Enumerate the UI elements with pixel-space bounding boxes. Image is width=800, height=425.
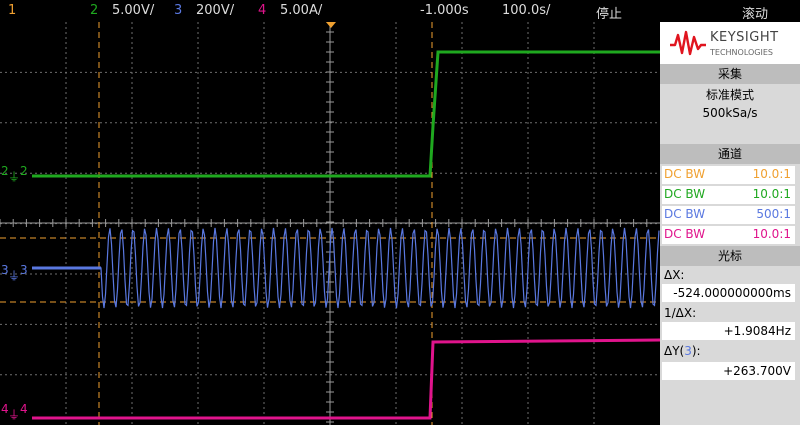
cursors-header[interactable]: 光标 <box>660 246 800 266</box>
run-state[interactable]: 停止 <box>596 7 623 22</box>
ch2-scale[interactable]: 5.00V/ <box>112 3 155 18</box>
inverse-delta-x-label: 1/ΔX: <box>664 306 697 320</box>
delta-y-suffix: ): <box>691 344 701 358</box>
ch4-label: 4 <box>20 402 28 416</box>
ch3-trace <box>32 227 660 309</box>
ch2-ground-icon: ⏚ <box>8 170 21 184</box>
ch4-indicator[interactable]: 4 <box>258 3 267 18</box>
waveform-display[interactable]: 2 ⏚ 2 3 ⏚ 3 4 ⏚ 4 <box>0 22 660 425</box>
delta-y-channel: 3 <box>684 344 692 358</box>
brand-name: KEYSIGHT <box>710 30 779 45</box>
ch2-indicator[interactable]: 2 <box>90 3 99 18</box>
ch3-label: 3 <box>20 263 28 277</box>
ch2-label: 2 <box>20 164 28 178</box>
delta-y-label: ΔY(3): <box>664 344 701 358</box>
ch4-trace <box>32 338 660 420</box>
channel-probe: 10.0:1 <box>752 187 791 201</box>
ch3-ground-marker[interactable]: 3 <box>1 263 9 277</box>
brand-sub: TECHNOLOGIES <box>710 48 773 57</box>
channel-probe: 500:1 <box>756 207 791 221</box>
delta-y-prefix: ΔY( <box>664 344 685 358</box>
trigger-position-marker <box>326 22 336 28</box>
ch3-indicator[interactable]: 3 <box>174 3 183 18</box>
acquisition-mode-value: 标准模式 <box>705 88 754 102</box>
channel-probe: 10.0:1 <box>752 167 791 181</box>
ch4-ground-icon: ⏚ <box>8 408 21 422</box>
channel-coupling: DC BW <box>664 207 706 221</box>
channel-probe: 10.0:1 <box>752 227 791 241</box>
acquisition-mode[interactable]: 滚动 <box>742 7 769 22</box>
delta-x-label: ΔX: <box>664 268 685 282</box>
channel-coupling: DC BW <box>664 187 706 201</box>
ch3-ground-icon: ⏚ <box>8 269 21 283</box>
keysight-wave-icon <box>670 30 706 56</box>
time-offset[interactable]: -1.000s <box>420 3 469 18</box>
channel-coupling: DC BW <box>664 167 706 181</box>
ch2-ground-marker[interactable]: 2 <box>1 164 9 178</box>
ch4-ground-marker[interactable]: 4 <box>1 402 9 416</box>
waveform-canvas <box>0 22 660 425</box>
ch2-trace <box>32 50 660 178</box>
inverse-delta-x-value: +1.9084Hz <box>662 322 795 340</box>
ch4-scale[interactable]: 5.00A/ <box>280 3 323 18</box>
ch3-scale[interactable]: 200V/ <box>196 3 235 18</box>
keysight-logo: KEYSIGHT TECHNOLOGIES <box>660 22 800 64</box>
delta-x-value: -524.000000000ms <box>662 284 795 302</box>
channel-coupling: DC BW <box>664 227 706 241</box>
status-bar: 1 2 5.00V/ 3 200V/ 4 5.00A/ -1.000s 100.… <box>0 0 800 22</box>
channel-row-2[interactable]: DC BW 10.0:1 <box>662 186 795 204</box>
acquisition-header[interactable]: 采集 <box>660 64 800 84</box>
channel-row-1[interactable]: DC BW 10.0:1 <box>662 166 795 184</box>
channel-row-3[interactable]: DC BW 500:1 <box>662 206 795 224</box>
ch1-indicator[interactable]: 1 <box>8 3 17 18</box>
channels-header[interactable]: 通道 <box>660 144 800 164</box>
channel-row-4[interactable]: DC BW 10.0:1 <box>662 226 795 244</box>
delta-y-value: +263.700V <box>662 362 795 380</box>
sample-rate-value: 500kSa/s <box>702 106 758 120</box>
time-scale[interactable]: 100.0s/ <box>502 3 551 18</box>
side-panel: KEYSIGHT TECHNOLOGIES 采集 标准模式 500kSa/s 通… <box>660 22 800 425</box>
